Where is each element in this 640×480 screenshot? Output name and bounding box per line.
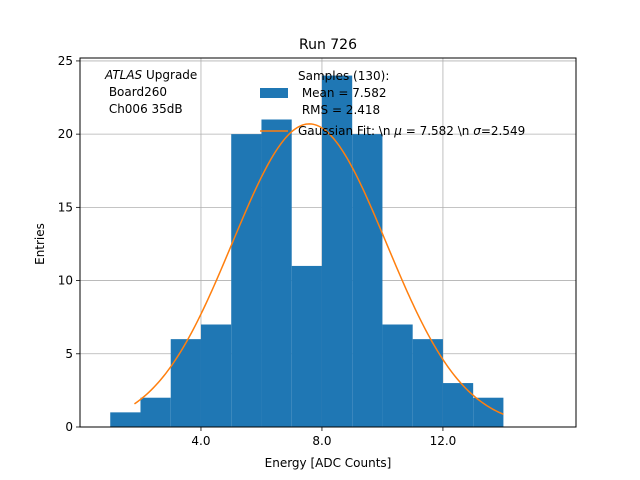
ticks-layer: 4.0 8.0 12.0 0 5 10 15 20 25 (58, 54, 457, 448)
annotation-line-1: ATLAS Upgrade (104, 68, 197, 82)
legend-hist-line-2: Mean = 7.582 (298, 86, 387, 100)
histogram-bar-8 (352, 134, 383, 427)
legend-fit-sigma: σ (473, 124, 481, 138)
axes-frame (79, 57, 577, 428)
y-tick-label-5: 25 (58, 54, 73, 68)
y-tick-label-3: 15 (58, 200, 73, 214)
histogram-bar-6 (291, 265, 322, 427)
y-tick-label-2: 10 (58, 274, 73, 288)
histogram-bar-10 (412, 339, 443, 427)
x-tick-label-0: 4.0 (191, 434, 210, 448)
gaussian-fit-line (134, 123, 504, 415)
histogram-bar-4 (231, 134, 262, 427)
histogram-bar-11 (442, 383, 474, 427)
x-tick-label-2: 12.0 (430, 434, 457, 448)
legend-fit-mu: μ (393, 124, 402, 138)
y-tick-label-4: 20 (58, 127, 73, 141)
bars-layer (110, 75, 504, 428)
legend: Samples (130): Mean = 7.582 RMS = 2.418 … (260, 69, 525, 138)
x-tick-label-1: 8.0 (312, 434, 331, 448)
histogram-bar-3 (200, 324, 232, 427)
annotation-atlas: ATLAS (104, 68, 143, 82)
histogram-bar-7 (321, 75, 353, 428)
legend-fit-prefix: Gaussian Fit: \n (298, 124, 394, 138)
chart-title: Run 726 (299, 37, 357, 53)
y-tick-label-0: 0 (65, 420, 73, 434)
atlas-annotation: ATLAS Upgrade Board260 Ch006 35dB (104, 68, 197, 116)
legend-fit-mid: = 7.582 \n (402, 124, 473, 138)
legend-hist-line-3: RMS = 2.418 (298, 103, 380, 117)
annotation-line-3: Ch006 35dB (105, 102, 183, 116)
annotation-line-2: Board260 (105, 85, 167, 99)
histogram-bar-9 (382, 324, 413, 427)
legend-fit-label: Gaussian Fit: \n μ = 7.582 \n σ=2.549 (298, 124, 525, 138)
histogram-bar-5 (261, 119, 292, 427)
y-tick-label-1: 5 (65, 347, 73, 361)
annotation-upgrade: Upgrade (142, 68, 197, 82)
y-axis-label: Entries (33, 223, 47, 265)
histogram-bar-2 (170, 339, 201, 427)
legend-hist-line-1: Samples (130): (298, 69, 389, 83)
legend-hist-swatch (260, 88, 288, 98)
x-axis-label: Energy [ADC Counts] (265, 456, 392, 470)
legend-fit-suffix: =2.549 (481, 124, 525, 138)
histogram-bar-0 (110, 412, 141, 427)
histogram-bar-1 (140, 397, 171, 427)
